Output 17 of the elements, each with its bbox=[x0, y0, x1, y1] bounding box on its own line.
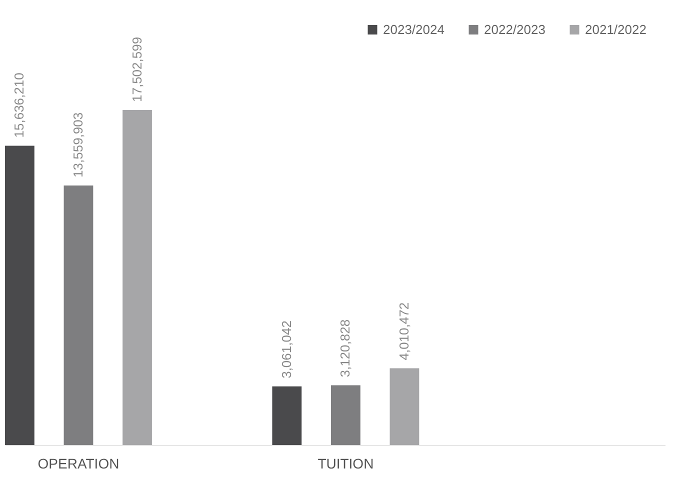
data-label: 3,120,828 bbox=[338, 319, 353, 378]
bar bbox=[330, 385, 360, 445]
bar bbox=[272, 386, 302, 445]
legend-label: 2021/2022 bbox=[585, 22, 646, 37]
bar bbox=[122, 110, 152, 445]
data-label: 17,502,599 bbox=[129, 36, 144, 102]
bar bbox=[390, 368, 420, 445]
bar bbox=[64, 185, 94, 445]
legend-label: 2022/2023 bbox=[484, 22, 546, 37]
legend-label: 2023/2024 bbox=[383, 22, 444, 37]
x-tick-label: OPERATION bbox=[38, 456, 120, 472]
data-label: 3,061,042 bbox=[278, 320, 294, 378]
data-label: 4,010,472 bbox=[396, 302, 412, 360]
bar bbox=[5, 146, 34, 445]
x-tick-label: TUITION bbox=[318, 456, 374, 472]
data-label: 15,636,210 bbox=[12, 72, 27, 138]
data-label: 13,559,903 bbox=[70, 112, 86, 178]
